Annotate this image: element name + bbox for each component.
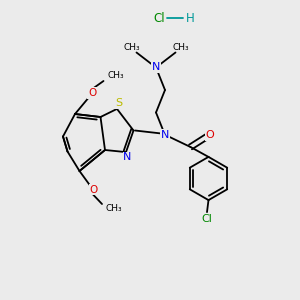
- Text: CH₃: CH₃: [106, 204, 122, 213]
- Text: Cl: Cl: [202, 214, 212, 224]
- Text: S: S: [115, 98, 122, 109]
- Text: N: N: [123, 152, 132, 163]
- Text: CH₃: CH₃: [107, 71, 124, 80]
- Text: Cl: Cl: [153, 11, 165, 25]
- Text: O: O: [89, 184, 98, 195]
- Text: N: N: [161, 130, 169, 140]
- Text: N: N: [152, 62, 160, 73]
- Text: CH₃: CH₃: [172, 44, 189, 52]
- Text: O: O: [206, 130, 214, 140]
- Text: O: O: [88, 88, 96, 98]
- Text: CH₃: CH₃: [123, 44, 140, 52]
- Text: H: H: [186, 11, 195, 25]
